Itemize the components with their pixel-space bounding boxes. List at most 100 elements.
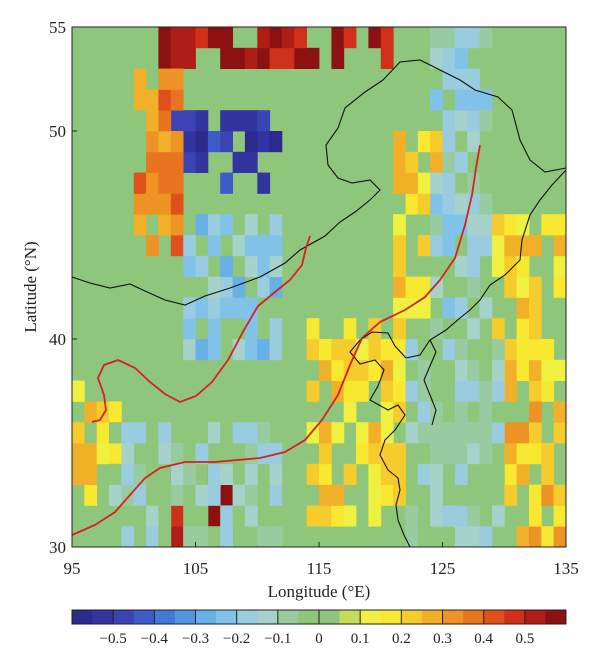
grid-cell [343, 463, 357, 485]
grid-cell [183, 318, 196, 340]
grid-cell [541, 526, 555, 547]
grid-cell [133, 214, 147, 236]
grid-cell [109, 422, 122, 444]
grid-cell [170, 172, 184, 194]
grid-cell [244, 110, 258, 132]
grid-cell [207, 235, 221, 257]
grid-cell [430, 151, 443, 173]
colorbar-swatch [277, 610, 299, 624]
grid-cell [331, 339, 345, 361]
grid-cell [405, 193, 419, 215]
grid-cell [529, 235, 542, 257]
grid-cell [158, 47, 172, 69]
grid-cell [170, 110, 184, 132]
grid-cell [529, 526, 542, 547]
grid-cell [319, 339, 332, 361]
grid-cell [146, 172, 159, 194]
grid-cell [454, 422, 468, 444]
grid-cell [244, 505, 258, 527]
grid-cell [244, 422, 258, 444]
grid-cell [430, 401, 443, 423]
grid-cell [405, 359, 419, 381]
grid-cell [183, 463, 196, 485]
grid-cell [109, 505, 122, 527]
grid-cell [244, 255, 258, 277]
grid-cell [269, 505, 283, 527]
grid-cell [306, 318, 320, 340]
grid-cell [269, 47, 283, 69]
colorbar-tick-label: 0.5 [515, 631, 534, 647]
grid-cell [183, 526, 196, 547]
grid-cell [220, 505, 233, 527]
grid-cell [170, 505, 184, 527]
grid-cell [257, 131, 271, 153]
grid-cell [220, 27, 233, 49]
grid-cell [454, 526, 468, 547]
grid-cell [195, 422, 209, 444]
grid-cell [467, 380, 480, 402]
grid-cell [158, 422, 172, 444]
grid-cell [244, 214, 258, 236]
colorbar-swatch [504, 610, 526, 624]
grid-cell [529, 339, 542, 361]
grid-cell [417, 235, 431, 257]
grid-cell [442, 193, 456, 215]
grid-cell [269, 27, 283, 49]
grid-cell [207, 214, 221, 236]
grid-cell [491, 235, 505, 257]
grid-cell [442, 68, 456, 90]
grid-cell [417, 172, 431, 194]
grid-cell [331, 47, 345, 69]
grid-cell [207, 318, 221, 340]
grid-cell [269, 255, 283, 277]
y-axis: 30 40 50 55 [49, 18, 77, 557]
grid-cell [529, 276, 542, 298]
grid-cell [220, 47, 233, 69]
grid-cell [220, 526, 233, 547]
grid-cell [430, 193, 443, 215]
grid-cell [207, 339, 221, 361]
grid-cell [257, 27, 271, 49]
grid-cell [220, 172, 233, 194]
grid-cell [541, 484, 555, 506]
grid-cell [269, 235, 283, 257]
grid-cell [220, 276, 233, 298]
grid-cell [368, 422, 382, 444]
grid-cell [133, 422, 147, 444]
grid-cell [467, 27, 480, 49]
grid-cell [467, 318, 480, 340]
grid-cell [553, 505, 566, 527]
grid-cell [170, 193, 184, 215]
grid-cell [491, 505, 505, 527]
grid-cell [454, 89, 468, 111]
grid-cell [491, 463, 505, 485]
grid-cell [516, 214, 530, 236]
grid-cell [257, 484, 271, 506]
grid-cell [207, 422, 221, 444]
grid-cell [195, 255, 209, 277]
country-borders [72, 59, 566, 547]
grid-cell [158, 151, 172, 173]
grid-cell [491, 401, 505, 423]
grid-cell [281, 47, 295, 69]
grid-cell [269, 318, 283, 340]
grid-cell [454, 214, 468, 236]
colorbar-swatch [339, 610, 361, 624]
grid-cell [207, 297, 221, 319]
grid-cell [319, 484, 332, 506]
grid-cell [133, 484, 147, 506]
grid-cell [343, 318, 357, 340]
grid-cell [220, 110, 233, 132]
grid-cell [467, 89, 480, 111]
grid-cell [380, 47, 394, 69]
grid-cell [553, 422, 566, 444]
grid-cell [430, 172, 443, 194]
grid-cell [158, 443, 172, 465]
grid-cell [121, 463, 135, 485]
grid-cell [343, 339, 357, 361]
grid-cell [454, 380, 468, 402]
grid-cell [553, 401, 566, 423]
colorbar-swatch [236, 610, 258, 624]
grid-cell [529, 318, 542, 340]
grid-cell [72, 443, 85, 465]
